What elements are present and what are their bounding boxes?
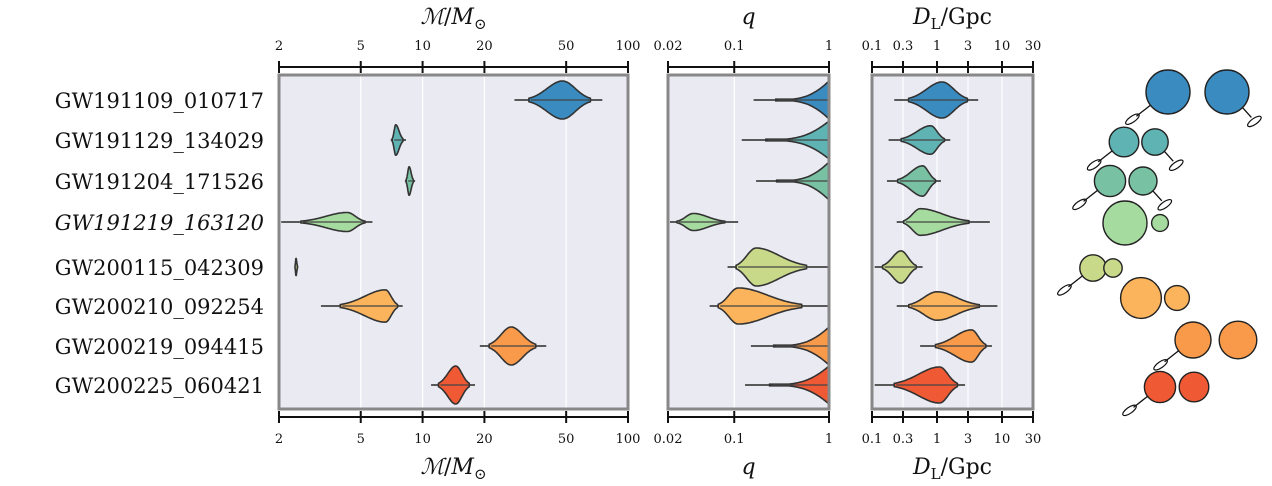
tick-label-top: 30 <box>1025 39 1042 54</box>
tick-label-bottom: 0.1 <box>862 432 883 447</box>
event-label: GW200225_060421 <box>55 374 264 398</box>
spin-ellipse <box>1153 358 1168 371</box>
tick-label-top: 10 <box>414 39 431 54</box>
spin-ellipse <box>1072 198 1087 211</box>
tick-label-bottom: 3 <box>964 432 972 447</box>
binary-system <box>1122 370 1210 417</box>
event-label: GW191219_163120 <box>55 211 264 235</box>
tick-label-top: 2 <box>275 39 283 54</box>
spin-ellipse <box>1125 113 1140 126</box>
tick-label-top: 1 <box>825 39 833 54</box>
spin-arrow <box>1152 190 1163 202</box>
tick-label-top: 0.02 <box>654 39 683 54</box>
plot-background <box>668 75 829 409</box>
event-label: GW191204_171526 <box>55 170 264 194</box>
tick-label-bottom: 1 <box>933 432 941 447</box>
tick-label-bottom: 0.02 <box>654 432 683 447</box>
tick-label-top: 1 <box>933 39 941 54</box>
event-labels: GW191109_010717 GW191129_134029 GW191204_1… <box>55 89 264 398</box>
panel-1: 2 2 5 5 10 10 20 20 50 50 100 100 ℳ/M⊙ ℳ/M⊙ <box>275 5 641 483</box>
axis-title: DL/Gpc <box>912 455 992 483</box>
tick-label-bottom: 50 <box>558 432 575 447</box>
event-label: GW200210_092254 <box>55 295 264 319</box>
tick-label-top: 20 <box>476 39 493 54</box>
spin-ellipse <box>1086 159 1102 171</box>
tick-label-bottom: 1 <box>825 432 833 447</box>
event-label: GW200115_042309 <box>55 256 264 280</box>
axis-title: DL/Gpc <box>912 5 992 33</box>
tick-label-bottom: 10 <box>414 432 431 447</box>
spin-arrow <box>1241 106 1252 118</box>
black-hole-secondary <box>1150 213 1170 233</box>
spin-ellipse <box>1057 284 1072 296</box>
black-hole-secondary <box>1128 166 1158 196</box>
tick-label-top: 5 <box>357 39 365 54</box>
plot-frame <box>666 73 831 411</box>
black-hole-primary <box>1119 276 1163 320</box>
binary-system <box>1057 254 1123 296</box>
black-hole-secondary <box>1141 128 1169 156</box>
tick-label-bottom: 20 <box>476 432 493 447</box>
axis-title: q <box>741 455 755 480</box>
tick-label-top: 50 <box>558 39 575 54</box>
binary-system <box>1102 200 1170 246</box>
axis-title: ℳ/M⊙ <box>420 455 486 483</box>
panel-2: 0.02 0.02 0.1 0.1 1 1 q q <box>654 5 834 480</box>
tick-label-top: 0.1 <box>862 39 883 54</box>
black-hole-primary <box>1108 126 1140 158</box>
violin-body <box>294 257 299 277</box>
event-label: GW191129_134029 <box>55 129 264 153</box>
black-hole-primary <box>1174 321 1212 359</box>
tick-label-bottom: 10 <box>994 432 1011 447</box>
plot-background <box>872 75 1033 409</box>
binary-cartoon <box>1057 69 1262 417</box>
plot-frame <box>870 73 1035 411</box>
binary-system <box>1153 320 1258 371</box>
binary-system <box>1125 69 1262 128</box>
tick-label-bottom: 100 <box>616 432 641 447</box>
tick-label-top: 100 <box>616 39 641 54</box>
tick-label-bottom: 5 <box>357 432 365 447</box>
black-hole-secondary <box>1103 258 1123 278</box>
binary-system <box>1072 164 1173 211</box>
binary-system <box>1086 126 1184 172</box>
black-hole-primary <box>1079 254 1107 282</box>
tick-label-top: 3 <box>964 39 972 54</box>
axis-title: q <box>741 5 755 30</box>
spin-ellipse <box>1157 198 1173 211</box>
panels: 2255101020205050100100ℳ/M⊙ℳ/M⊙0.020.020.… <box>275 5 1041 483</box>
spin-ellipse <box>1247 115 1262 128</box>
event-label: GW191109_010717 <box>55 89 264 113</box>
event-label: GW200219_094415 <box>55 335 264 359</box>
black-hole-primary <box>1145 69 1191 115</box>
tick-label-top: 0.1 <box>724 39 745 54</box>
tick-label-bottom: 0.3 <box>893 432 914 447</box>
binary-system <box>1119 276 1191 320</box>
black-hole-secondary <box>1218 320 1258 360</box>
black-hole-secondary <box>1178 371 1210 403</box>
tick-label-bottom: 0.1 <box>724 432 745 447</box>
black-hole-primary <box>1143 370 1177 404</box>
tick-label-bottom: 2 <box>275 432 283 447</box>
spin-ellipse <box>1122 404 1137 417</box>
black-hole-primary <box>1093 164 1127 198</box>
axis-title: ℳ/M⊙ <box>420 5 486 33</box>
plot-frame <box>277 73 630 411</box>
black-hole-primary <box>1102 200 1148 246</box>
plot-background <box>279 75 628 409</box>
tick-label-top: 0.3 <box>893 39 914 54</box>
spin-arrow <box>1163 150 1174 162</box>
black-hole-secondary <box>1163 284 1191 312</box>
black-hole-secondary <box>1204 69 1250 115</box>
spin-ellipse <box>1168 159 1184 172</box>
panel-3: 0.1 0.1 0.3 0.3 1 1 3 3 10 10 30 30 DL/Gpc DL/Gpc <box>862 5 1042 483</box>
tick-label-top: 10 <box>994 39 1011 54</box>
tick-label-bottom: 30 <box>1025 432 1042 447</box>
